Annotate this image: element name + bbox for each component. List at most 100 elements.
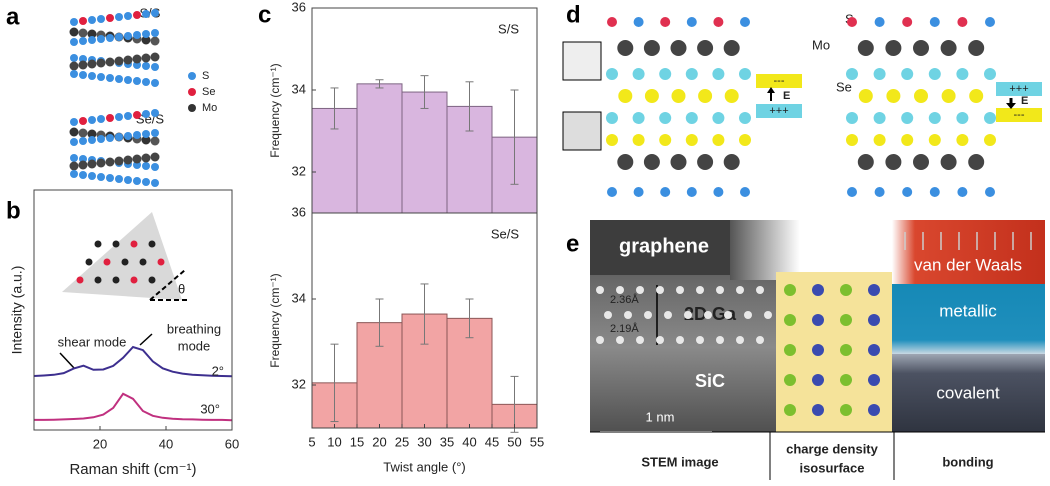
atom (624, 311, 632, 319)
atom (141, 153, 151, 163)
atom (88, 172, 96, 180)
y-tick-label: 36 (292, 0, 306, 14)
atom (78, 60, 88, 70)
atom (868, 374, 880, 386)
atom (941, 89, 956, 103)
atom (812, 314, 824, 326)
atom (840, 344, 852, 356)
atom (115, 13, 123, 21)
atom (151, 29, 159, 37)
atom (868, 404, 880, 416)
atom (124, 132, 132, 140)
atom (901, 134, 914, 146)
annotation: S/S (498, 21, 519, 36)
atom (868, 314, 880, 326)
annotation: breathing (167, 321, 221, 336)
stem-fade (730, 220, 800, 280)
atom (97, 135, 105, 143)
field-label: E (1021, 95, 1028, 107)
atom (97, 73, 105, 81)
atom (114, 156, 124, 166)
x-tick-label: 50 (507, 434, 521, 449)
atom (106, 74, 114, 82)
atom (97, 115, 105, 123)
atom (739, 112, 751, 124)
atom (913, 154, 929, 170)
atom (985, 17, 995, 27)
atom (106, 174, 114, 182)
atom (96, 58, 106, 68)
atom (659, 112, 672, 124)
atom (114, 56, 124, 66)
atom (115, 175, 123, 183)
atom (929, 187, 940, 197)
x-tick-label: 45 (485, 434, 499, 449)
atom (87, 29, 97, 39)
atom (885, 40, 902, 56)
atom (79, 117, 87, 125)
atom (70, 18, 78, 26)
lattice-atom (85, 258, 93, 266)
y-tick-label: 36 (292, 204, 306, 219)
lattice-atom (148, 276, 156, 284)
atom (124, 12, 132, 20)
atom (106, 34, 114, 42)
atom (141, 35, 151, 45)
atom (123, 155, 133, 165)
atom (96, 158, 106, 168)
atom (70, 170, 78, 178)
atom (698, 89, 713, 103)
spacing-label: 2.19Å (610, 322, 639, 335)
atom (740, 187, 750, 197)
atom (902, 17, 913, 27)
atom (985, 187, 995, 197)
atom (664, 311, 672, 319)
atom (840, 284, 852, 296)
atom (744, 311, 752, 319)
atom (70, 70, 78, 78)
bond-label: covalent (936, 383, 1000, 402)
atom (133, 77, 141, 85)
arrow (59, 352, 75, 369)
atom (712, 134, 725, 146)
atom (902, 187, 913, 197)
atom (88, 16, 96, 24)
atom (968, 154, 985, 170)
atom (69, 127, 79, 137)
atom (660, 17, 671, 27)
atom (914, 89, 928, 103)
atom (984, 134, 996, 146)
atom (840, 314, 852, 326)
atom (685, 112, 698, 124)
atom (956, 68, 969, 80)
atom (696, 336, 704, 344)
atom (713, 187, 724, 197)
series-line (33, 345, 233, 378)
atom (607, 187, 617, 197)
lattice-atom (76, 276, 84, 284)
atom (106, 134, 114, 142)
atom (142, 62, 150, 70)
y-tick-label: 32 (292, 376, 306, 391)
atom (885, 154, 902, 170)
atom (78, 128, 88, 138)
spacing-label: 2.36Å (610, 293, 639, 306)
lattice-atom (112, 276, 120, 284)
atom (676, 286, 684, 294)
atom (928, 134, 941, 146)
atom (142, 178, 150, 186)
x-tick-label: 20 (372, 434, 386, 449)
atom (151, 163, 159, 171)
series-label: 30° (200, 401, 220, 416)
atom (713, 17, 724, 27)
y-tick-label: 34 (292, 290, 306, 305)
atom (956, 112, 969, 124)
atom (151, 79, 159, 87)
annotation: θ (178, 281, 185, 296)
atom (643, 154, 660, 170)
atom (70, 54, 78, 62)
atom (868, 344, 880, 356)
legend-label: Se (202, 86, 215, 98)
atom (928, 68, 941, 80)
lattice-atom (130, 240, 138, 248)
